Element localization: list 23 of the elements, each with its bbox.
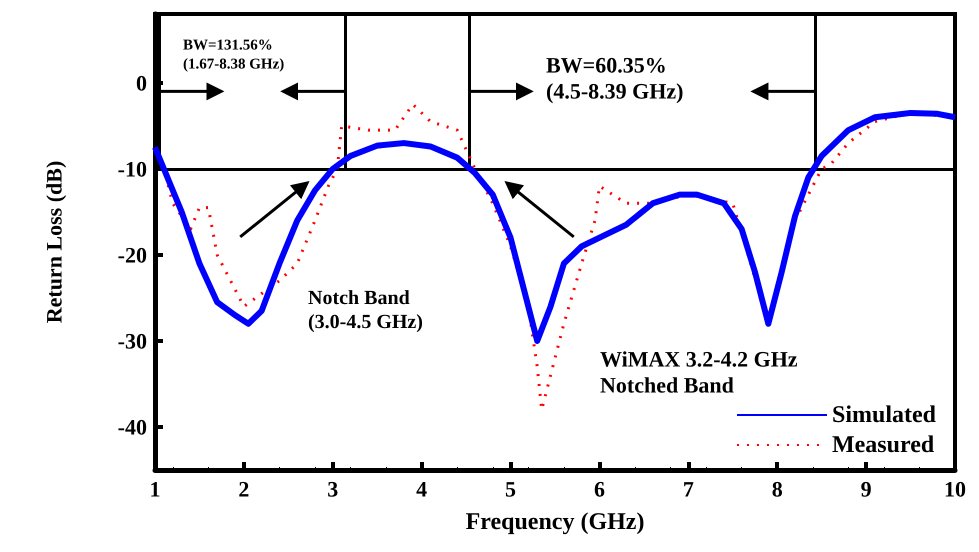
y-tick-label: 0 — [136, 70, 147, 96]
y-tick-label: -40 — [118, 414, 147, 440]
annotation: BW=131.56% (1.67-8.38 GHz) — [183, 38, 284, 72]
x-axis-title: Frequency (GHz) — [466, 509, 644, 535]
x-tick-label: 3 — [327, 476, 338, 502]
legend-label: Simulated — [832, 402, 937, 428]
y-tick-label: -10 — [118, 156, 147, 182]
x-tick-label: 6 — [594, 476, 605, 502]
x-tick-label: 5 — [505, 476, 516, 502]
x-tick-label: 8 — [772, 476, 783, 502]
annotation: Notch Band (3.0-4.5 GHz) — [308, 287, 423, 333]
y-tick-label: -30 — [118, 328, 147, 354]
x-tick-label: 9 — [860, 476, 872, 502]
x-tick-label: 7 — [682, 476, 694, 502]
y-axis-title: Return Loss (dB) — [42, 160, 66, 324]
x-tick-label: 10 — [944, 476, 966, 502]
annotation: WiMAX 3.2-4.2 GHz Notched Band — [600, 346, 798, 398]
x-tick-label: 2 — [238, 476, 250, 502]
x-tick-label: 1 — [150, 476, 160, 502]
x-tick-label: 4 — [416, 476, 428, 502]
y-tick-label: -20 — [118, 242, 147, 268]
annotation: BW=60.35% (4.5-8.39 GHz) — [546, 52, 684, 104]
legend-label: Measured — [832, 432, 935, 458]
